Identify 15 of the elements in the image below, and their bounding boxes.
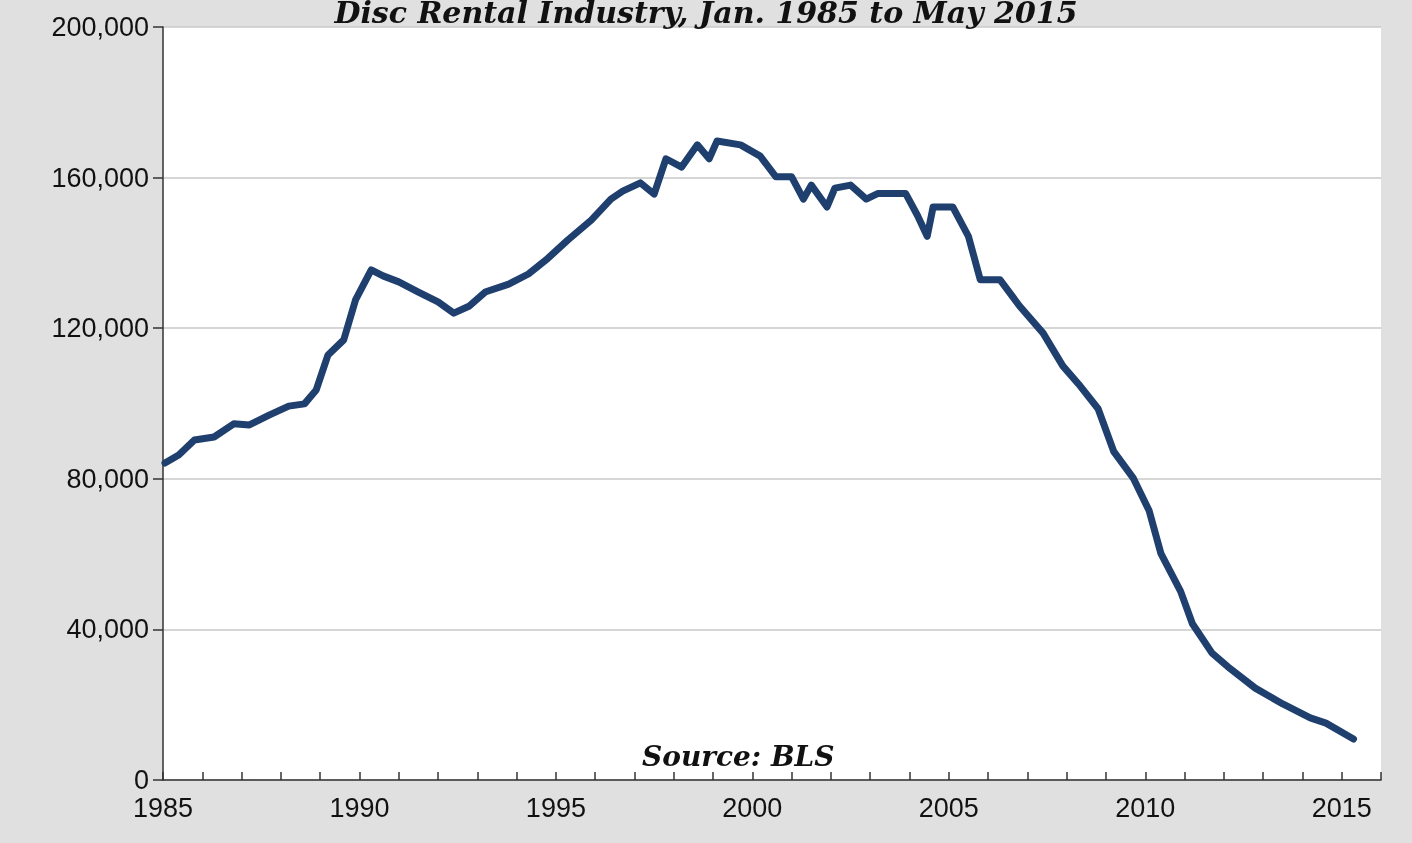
y-tick-label: 200,000 [51, 12, 149, 42]
annotation: Source: BLS [642, 739, 835, 773]
x-tick-label: 2015 [1311, 792, 1372, 823]
y-tick-label: 120,000 [51, 313, 149, 344]
chart-title: Disc Rental Industry, Jan. 1985 to May 2015 [333, 0, 1078, 30]
y-tick-label: 40,000 [66, 614, 149, 645]
x-tick-label: 2000 [722, 792, 783, 823]
y-tick-label: 0 [133, 765, 149, 795]
y-tick-label: 80,000 [66, 463, 149, 494]
x-tick-label: 1985 [132, 792, 194, 823]
x-tick-label: 1995 [525, 792, 586, 823]
x-tick-label: 2005 [918, 792, 979, 823]
y-tick-label: 160,000 [51, 162, 149, 193]
x-tick-label: 2010 [1115, 792, 1176, 823]
x-tick-label: 1990 [329, 792, 390, 823]
